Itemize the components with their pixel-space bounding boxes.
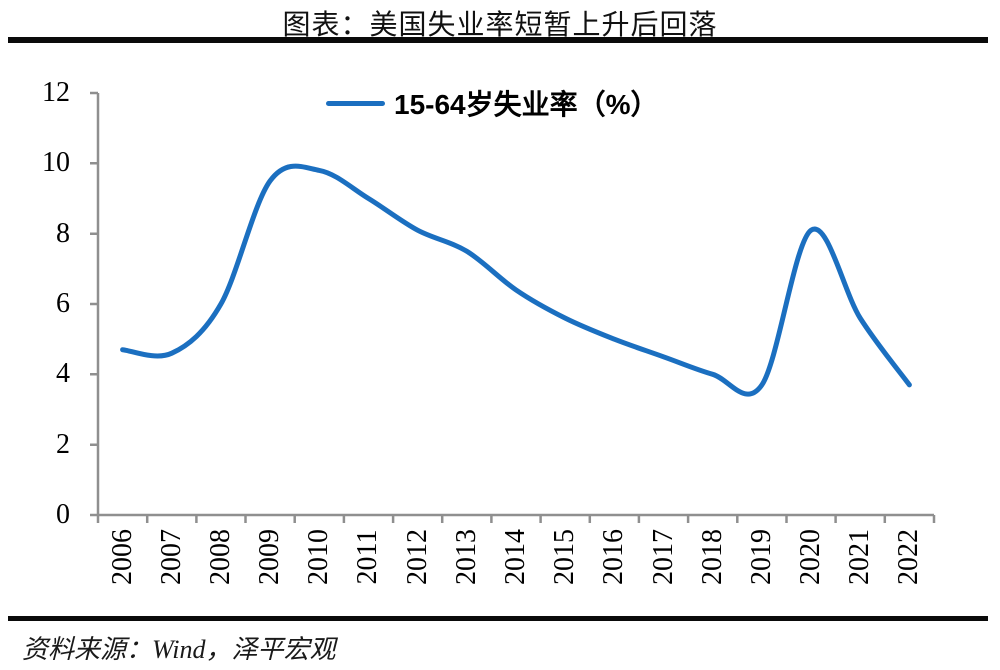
- x-tick-label: 2019: [745, 529, 777, 585]
- x-tick-label: 2012: [401, 529, 433, 585]
- y-tick-label: 6: [56, 288, 70, 319]
- y-tick-label: 2: [56, 428, 70, 460]
- x-tick-label: 2021: [844, 529, 876, 585]
- x-tick-label: 2022: [893, 529, 925, 585]
- legend-label: 15-64岁失业率（%）: [394, 89, 659, 120]
- x-tick-label: 2010: [303, 529, 335, 585]
- y-tick-label: 4: [56, 358, 70, 390]
- y-tick-label: 12: [42, 77, 70, 108]
- x-tick-label: 2009: [254, 529, 286, 585]
- x-tick-label: 2018: [696, 529, 728, 585]
- x-tick-label: 2020: [795, 529, 827, 585]
- top-rule: [8, 37, 988, 43]
- x-tick-label: 2016: [598, 529, 630, 585]
- bottom-rule: [8, 616, 988, 621]
- x-tick-label: 2006: [106, 529, 138, 585]
- axis-lines: [90, 91, 936, 523]
- legend-line-swatch: [326, 100, 385, 106]
- x-tick-label: 2008: [204, 529, 236, 585]
- y-tick-label: 8: [56, 217, 70, 249]
- unemployment-line-series: [120, 163, 912, 397]
- x-tick-label: 2014: [500, 529, 531, 585]
- x-tick-label: 2015: [549, 529, 581, 585]
- x-tick-label: 2017: [647, 529, 679, 585]
- x-tick-label: 2011: [352, 529, 384, 585]
- y-tick-label: 10: [42, 147, 70, 179]
- legend: 15-64岁失业率（%）: [326, 86, 659, 120]
- x-tick-label: 2007: [155, 529, 187, 585]
- page-title: 图表：美国失业率短暂上升后回落: [282, 10, 718, 41]
- x-tick-label: 2013: [450, 529, 482, 585]
- source-note: 资料来源：Wind，泽平宏观: [22, 635, 336, 664]
- y-tick-label: 0: [56, 499, 70, 530]
